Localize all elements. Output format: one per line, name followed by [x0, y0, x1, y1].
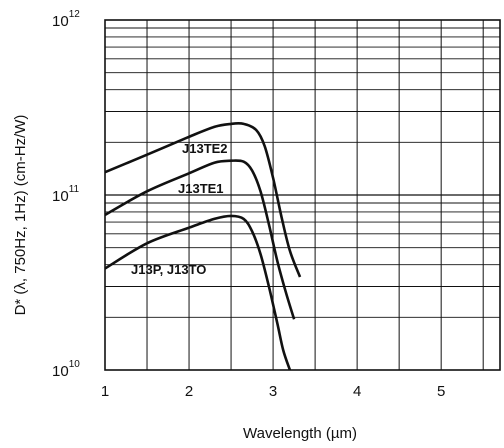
series-line-j13te1: [104, 159, 296, 320]
series-layer: [104, 121, 302, 371]
plot-frame: [104, 19, 501, 371]
x-axis-label: Wavelength (µm): [243, 425, 357, 442]
label-j13p-j13to: J13P, J13TO: [131, 262, 206, 277]
label-j13te1: J13TE1: [178, 181, 224, 196]
x-tick-label: 1: [101, 383, 109, 400]
x-tick-labels: 1 2 3 4 5: [101, 383, 446, 400]
plot-grid: [105, 20, 500, 370]
x-tick-label: 3: [269, 383, 277, 400]
x-tick-label: 5: [437, 383, 445, 400]
x-tick-label: 2: [185, 383, 193, 400]
y-tick-label: 1012: [52, 9, 80, 30]
series-line-j13te2: [104, 121, 302, 278]
label-j13te2: J13TE2: [182, 141, 228, 156]
y-tick-labels: 1010 1011 1012: [52, 9, 80, 380]
series-line-j13p-j13to: [104, 214, 292, 371]
curve-labels: J13TE2 J13TE1 J13P, J13TO: [131, 141, 228, 277]
y-tick-label: 1011: [52, 184, 80, 205]
y-tick-label: 1010: [52, 359, 80, 380]
y-axis-label: D* (λ, 750Hz, 1Hz) (cm-Hz/W): [12, 115, 29, 316]
x-tick-label: 4: [353, 383, 361, 400]
